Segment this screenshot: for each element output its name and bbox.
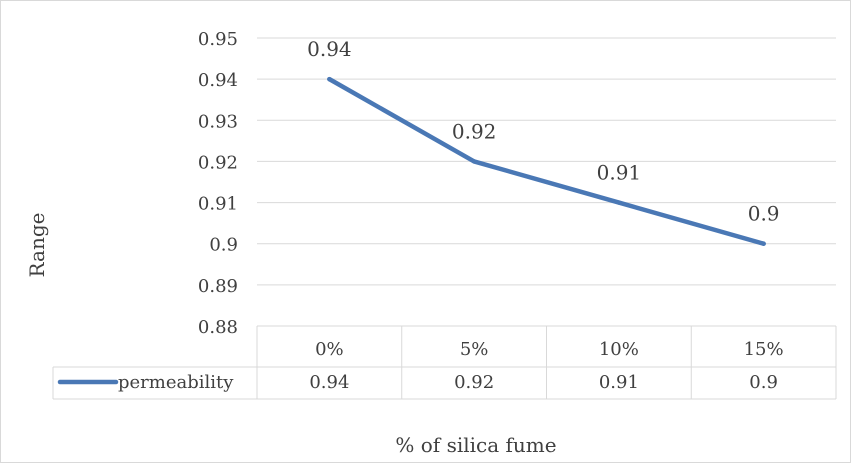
y-tick-label: 0.91 (198, 194, 238, 215)
data-point (761, 241, 766, 246)
x-category-label: 5% (460, 339, 489, 360)
table-value: 0.92 (454, 372, 494, 393)
y-tick-label: 0.94 (198, 70, 238, 91)
data-label: 0.92 (452, 119, 497, 143)
y-tick-label: 0.92 (198, 152, 238, 173)
data-label: 0.94 (307, 37, 352, 61)
table-value: 0.91 (599, 372, 639, 393)
axes: 0.95 0.94 0.93 0.92 0.91 0.9 0.89 0.88 (198, 29, 238, 338)
data-table: 0% 0.94 5% 0.92 10% 0.91 15% 0.9 permeability (52, 325, 837, 400)
table-value: 0.9 (749, 372, 778, 393)
x-category-label: 15% (744, 339, 784, 360)
data-point (471, 159, 477, 164)
data-labels: 0.94 0.92 0.91 0.9 (307, 37, 779, 226)
data-label: 0.91 (597, 161, 642, 185)
data-label: 0.9 (748, 202, 780, 226)
series-layer (327, 76, 766, 246)
series-line-permeability (327, 76, 766, 246)
y-axis-title: Range (25, 213, 49, 278)
table-value: 0.94 (309, 372, 349, 393)
y-tick-label: 0.93 (198, 111, 238, 132)
legend-series-name: permeability (118, 372, 234, 393)
data-point (327, 76, 332, 82)
gridlines (257, 37, 836, 286)
y-tick-label: 0.89 (198, 276, 238, 297)
x-category-label: 0% (315, 339, 344, 360)
x-category-label: 10% (599, 339, 639, 360)
x-axis-title: % of silica fume (395, 433, 556, 457)
y-tick-label: 0.95 (198, 29, 238, 50)
y-tick-label: 0.9 (209, 235, 238, 256)
y-tick-label: 0.88 (198, 317, 238, 338)
data-point (616, 200, 622, 205)
